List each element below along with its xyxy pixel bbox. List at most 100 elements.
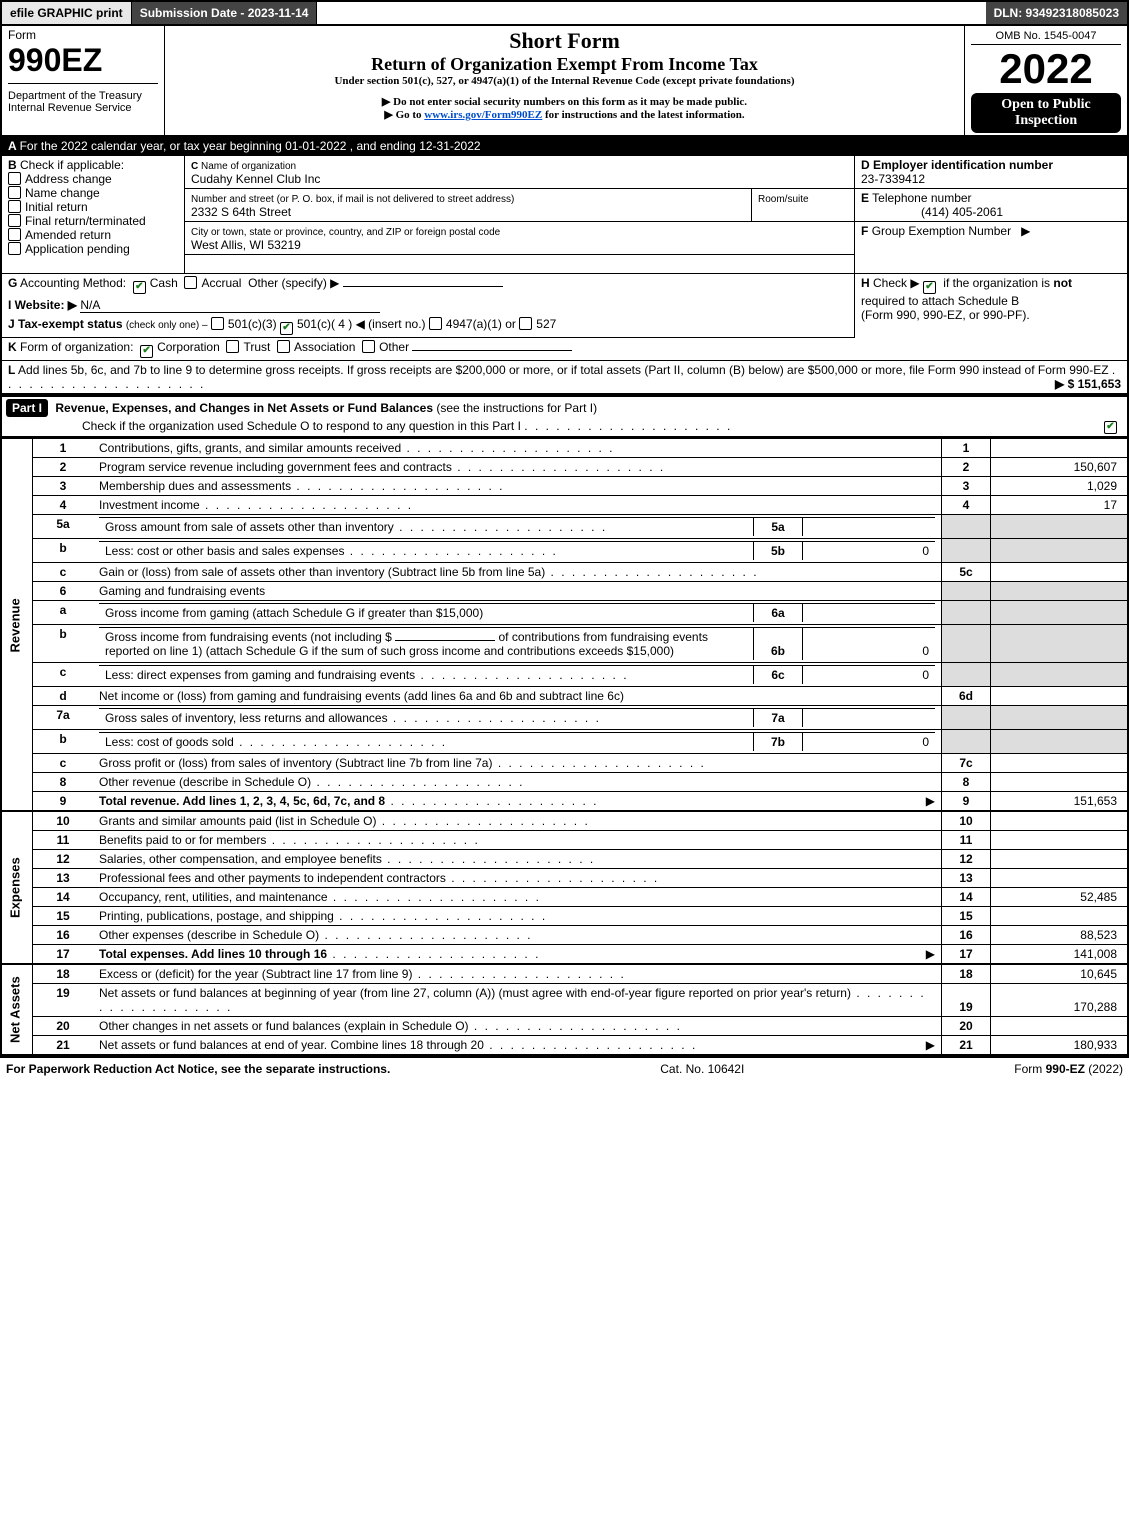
line-3-num: 3 <box>33 477 94 496</box>
footer-cat: Cat. No. 10642I <box>660 1062 744 1076</box>
line-18-amt: 10,645 <box>991 964 1129 984</box>
c-label: Name of organization <box>201 161 296 172</box>
tax-year: 2022 <box>971 45 1121 93</box>
line-21-num: 21 <box>33 1036 94 1056</box>
line-5c-idx: 5c <box>942 563 991 582</box>
line-4-amt: 17 <box>991 496 1129 515</box>
line-2-desc: Program service revenue including govern… <box>99 460 452 474</box>
line-6b-num: b <box>33 625 94 663</box>
line-6d-desc: Net income or (loss) from gaming and fun… <box>99 689 624 703</box>
form-number: 990EZ <box>8 42 158 79</box>
line-6a-num: a <box>33 601 94 625</box>
line-1-idx: 1 <box>942 439 991 458</box>
line-5a-il: 5a <box>754 518 803 537</box>
line-18-num: 18 <box>33 964 94 984</box>
j-hint: (check only one) ‒ <box>126 320 208 331</box>
part-i-checkbox[interactable]: ✔ <box>1104 421 1117 434</box>
k-assoc-checkbox[interactable] <box>277 340 290 353</box>
line-1-desc: Contributions, gifts, grants, and simila… <box>99 441 401 455</box>
d-label: Employer identification number <box>873 158 1053 172</box>
k-corp-checkbox[interactable]: ✔ <box>140 345 153 358</box>
j-501c3-checkbox[interactable] <box>211 317 224 330</box>
k-association: Association <box>294 340 355 354</box>
footer-right: Form 990-EZ (2022) <box>1014 1062 1123 1076</box>
g-cash: Cash <box>150 276 178 290</box>
line-14-desc: Occupancy, rent, utilities, and maintena… <box>99 890 328 904</box>
final-return-checkbox[interactable] <box>8 214 21 227</box>
line-6d-amt <box>991 687 1129 706</box>
j-501c-checkbox[interactable]: ✔ <box>280 322 293 335</box>
revenue-section-label: Revenue <box>1 439 33 812</box>
line-12-num: 12 <box>33 850 94 869</box>
irs-link[interactable]: www.irs.gov/Form990EZ <box>424 109 542 121</box>
g-label: Accounting Method: <box>20 276 126 290</box>
line-20-amt <box>991 1017 1129 1036</box>
line-10-desc: Grants and similar amounts paid (list in… <box>99 814 376 828</box>
line-21-idx: 21 <box>942 1036 991 1056</box>
line-6-desc: Gaming and fundraising events <box>99 584 265 598</box>
addr-change-checkbox[interactable] <box>8 172 21 185</box>
subtitle-section: Under section 501(c), 527, or 4947(a)(1)… <box>171 75 958 87</box>
line-4-desc: Investment income <box>99 498 200 512</box>
line-17-desc: Total expenses. Add lines 10 through 16 <box>99 947 327 961</box>
line-21-desc: Net assets or fund balances at end of ye… <box>99 1038 484 1052</box>
accrual-checkbox[interactable] <box>184 276 197 289</box>
line-6c-num: c <box>33 663 94 687</box>
h-checkbox[interactable]: ✔ <box>923 281 936 294</box>
g-other: Other (specify) ▶ <box>248 276 339 290</box>
subtitle-ssn: ▶ Do not enter social security numbers o… <box>171 95 958 108</box>
submission-date: Submission Date - 2023-11-14 <box>132 2 318 24</box>
line-b-label: Check if applicable: <box>20 158 124 172</box>
line-6a-il: 6a <box>754 604 803 623</box>
line-6d-idx: 6d <box>942 687 991 706</box>
line-7b-ia: 0 <box>803 733 936 752</box>
h-text4: (Form 990, 990-EZ, or 990-PF). <box>861 308 1030 322</box>
line-6b-ia: 0 <box>803 628 936 661</box>
k-trust-checkbox[interactable] <box>226 340 239 353</box>
line-5c-amt <box>991 563 1129 582</box>
line-6b-desc1: Gross income from fundraising events (no… <box>105 630 392 644</box>
name-change-checkbox[interactable] <box>8 186 21 199</box>
line-11-desc: Benefits paid to or for members <box>99 833 266 847</box>
line-9-idx: 9 <box>942 792 991 812</box>
part-i-badge: Part I <box>6 399 48 417</box>
line-19-idx: 19 <box>942 984 991 1017</box>
line-16-idx: 16 <box>942 926 991 945</box>
j-4947-checkbox[interactable] <box>429 317 442 330</box>
line-15-idx: 15 <box>942 907 991 926</box>
amended-return-checkbox[interactable] <box>8 228 21 241</box>
line-3-amt: 1,029 <box>991 477 1129 496</box>
opt-initial-return: Initial return <box>25 200 88 214</box>
app-pending-checkbox[interactable] <box>8 242 21 255</box>
line-16-desc: Other expenses (describe in Schedule O) <box>99 928 319 942</box>
line-13-desc: Professional fees and other payments to … <box>99 871 446 885</box>
line-5c-desc: Gain or (loss) from sale of assets other… <box>99 565 545 579</box>
k-other-checkbox[interactable] <box>362 340 375 353</box>
h-text3: required to attach Schedule B <box>861 294 1019 308</box>
k-corporation: Corporation <box>157 340 220 354</box>
line-16-num: 16 <box>33 926 94 945</box>
line-21-arrow: ▶ <box>926 1038 935 1052</box>
efile-label[interactable]: efile GRAPHIC print <box>2 2 132 24</box>
k-trust: Trust <box>243 340 270 354</box>
line-6b-il: 6b <box>754 628 803 661</box>
initial-return-checkbox[interactable] <box>8 200 21 213</box>
line-8-desc: Other revenue (describe in Schedule O) <box>99 775 311 789</box>
line-8-num: 8 <box>33 773 94 792</box>
top-bar: efile GRAPHIC print Submission Date - 20… <box>0 0 1129 26</box>
line-6-num: 6 <box>33 582 94 601</box>
line-15-num: 15 <box>33 907 94 926</box>
line-6c-ia: 0 <box>803 666 936 685</box>
line-6d-num: d <box>33 687 94 706</box>
line-11-idx: 11 <box>942 831 991 850</box>
line-16-amt: 88,523 <box>991 926 1129 945</box>
expenses-section-label: Expenses <box>1 811 33 964</box>
j-527-checkbox[interactable] <box>519 317 532 330</box>
line-9-amt: 151,653 <box>991 792 1129 812</box>
cash-checkbox[interactable]: ✔ <box>133 281 146 294</box>
line-19-desc: Net assets or fund balances at beginning… <box>99 986 851 1000</box>
line-7c-amt <box>991 754 1129 773</box>
netassets-section-label: Net Assets <box>1 964 33 1055</box>
line-18-idx: 18 <box>942 964 991 984</box>
line-7c-desc: Gross profit or (loss) from sales of inv… <box>99 756 492 770</box>
